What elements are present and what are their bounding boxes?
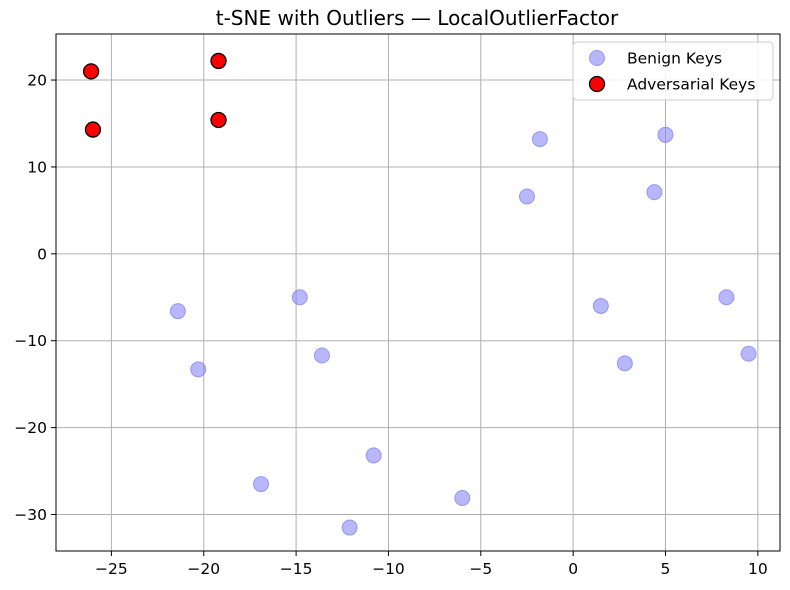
y-tick-label: −20 — [14, 419, 47, 437]
benign-point — [518, 188, 535, 205]
benign-point — [454, 489, 471, 506]
chart-title: t-SNE with Outliers — LocalOutlierFactor — [216, 6, 619, 30]
benign-point — [740, 345, 757, 362]
axes-frame — [55, 33, 781, 552]
benign-point — [646, 184, 663, 201]
adversarial-point — [210, 52, 227, 70]
y-tick-label: −10 — [14, 332, 47, 350]
benign-point — [365, 447, 382, 464]
x-tick-label: −20 — [187, 560, 220, 578]
adversarial-point — [82, 63, 100, 80]
benign-point — [592, 297, 609, 314]
data-points — [82, 52, 757, 536]
benign-point — [169, 303, 186, 320]
x-tick-label: −15 — [280, 560, 313, 578]
series-benign-keys — [169, 126, 757, 536]
adversarial-point — [84, 121, 102, 138]
adversarial-point — [210, 111, 227, 129]
x-tick-label: −25 — [95, 560, 128, 578]
legend-marker — [589, 50, 605, 66]
benign-point — [291, 289, 308, 306]
legend-label: Benign Keys — [627, 50, 722, 68]
series-adversarial-keys — [82, 52, 227, 138]
benign-point — [616, 355, 633, 372]
x-tick-label: −10 — [372, 560, 405, 578]
grid-lines — [56, 34, 780, 551]
benign-point — [718, 289, 735, 306]
legend-label: Adversarial Keys — [627, 76, 755, 94]
benign-point — [341, 519, 358, 536]
legend-box — [572, 41, 774, 101]
y-tick-label: 20 — [27, 72, 47, 90]
x-tick-label: 10 — [748, 560, 768, 578]
y-tick-label: 0 — [37, 245, 47, 263]
benign-point — [531, 131, 548, 148]
x-tick-label: 0 — [568, 560, 578, 578]
x-tick-label: 5 — [661, 560, 671, 578]
benign-point — [190, 361, 207, 378]
legend: Benign Keys Adversarial Keys — [572, 41, 774, 101]
y-tick-label: 10 — [27, 158, 47, 176]
legend-marker — [588, 75, 606, 93]
y-tick-label: −30 — [14, 506, 47, 524]
benign-point — [253, 476, 270, 493]
axis-ticks: −25 −20 −15 −10 −5 0 5 10 −30 −20 −10 0 10 20 — [14, 72, 767, 578]
benign-point — [657, 126, 674, 143]
x-tick-label: −5 — [469, 560, 492, 578]
benign-point — [313, 347, 330, 364]
